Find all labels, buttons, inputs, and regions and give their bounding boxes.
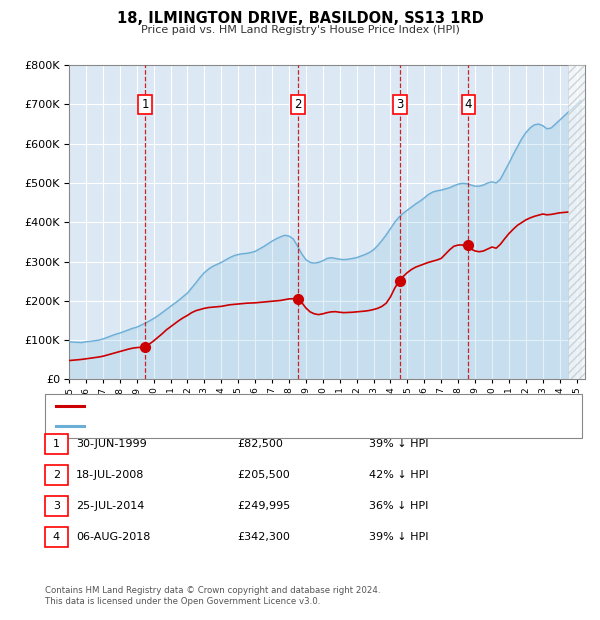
Text: Price paid vs. HM Land Registry's House Price Index (HPI): Price paid vs. HM Land Registry's House …	[140, 25, 460, 35]
Text: 42% ↓ HPI: 42% ↓ HPI	[369, 470, 428, 480]
Text: 2: 2	[295, 98, 302, 111]
Text: £205,500: £205,500	[237, 470, 290, 480]
Text: 2: 2	[53, 470, 60, 480]
Text: 25-JUL-2014: 25-JUL-2014	[76, 501, 145, 511]
Text: 06-AUG-2018: 06-AUG-2018	[76, 532, 151, 542]
Text: 3: 3	[53, 501, 60, 511]
Text: HPI: Average price, detached house, Basildon: HPI: Average price, detached house, Basi…	[90, 421, 328, 431]
Text: 4: 4	[464, 98, 472, 111]
Polygon shape	[568, 65, 585, 379]
Text: 1: 1	[53, 439, 60, 449]
Text: 36% ↓ HPI: 36% ↓ HPI	[369, 501, 428, 511]
Text: 3: 3	[396, 98, 404, 111]
Text: 30-JUN-1999: 30-JUN-1999	[76, 439, 147, 449]
Text: 39% ↓ HPI: 39% ↓ HPI	[369, 532, 428, 542]
Text: £249,995: £249,995	[237, 501, 290, 511]
Text: 4: 4	[53, 532, 60, 542]
Text: Contains HM Land Registry data © Crown copyright and database right 2024.: Contains HM Land Registry data © Crown c…	[45, 586, 380, 595]
Text: £82,500: £82,500	[237, 439, 283, 449]
Text: 18-JUL-2008: 18-JUL-2008	[76, 470, 145, 480]
Text: 18, ILMINGTON DRIVE, BASILDON, SS13 1RD (detached house): 18, ILMINGTON DRIVE, BASILDON, SS13 1RD …	[90, 401, 416, 411]
Text: £342,300: £342,300	[237, 532, 290, 542]
Text: This data is licensed under the Open Government Licence v3.0.: This data is licensed under the Open Gov…	[45, 597, 320, 606]
Text: 39% ↓ HPI: 39% ↓ HPI	[369, 439, 428, 449]
Text: 1: 1	[142, 98, 149, 111]
Text: 18, ILMINGTON DRIVE, BASILDON, SS13 1RD: 18, ILMINGTON DRIVE, BASILDON, SS13 1RD	[116, 11, 484, 26]
